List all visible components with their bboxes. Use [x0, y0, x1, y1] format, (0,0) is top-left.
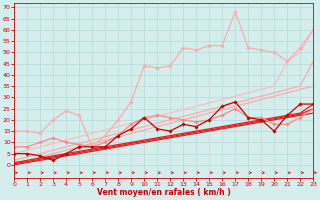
- X-axis label: Vent moyen/en rafales ( km/h ): Vent moyen/en rafales ( km/h ): [97, 188, 230, 197]
